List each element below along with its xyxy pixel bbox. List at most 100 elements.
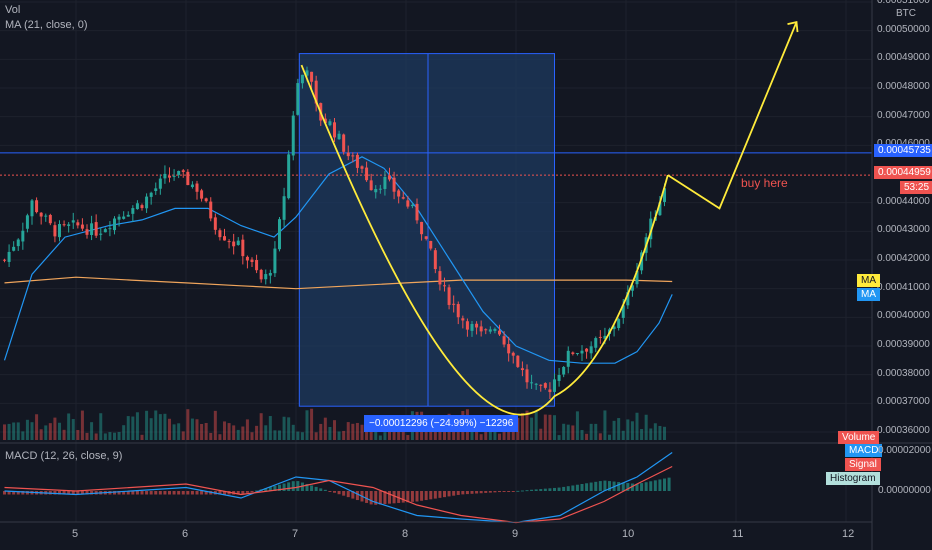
candle-body [424,236,428,239]
price-tick-label: 0.00044000 [877,195,930,207]
candle-body [534,383,538,385]
candle-body [264,274,268,280]
candle-body [108,228,112,230]
measure-range-box[interactable] [298,53,555,407]
candles [3,66,666,399]
candle-body [355,154,359,168]
price-tick-label: 0.00046000 [877,138,930,149]
candle-body [635,270,639,285]
histogram-bar [525,490,529,492]
histogram-bar [580,484,584,491]
histogram-bar [520,490,524,492]
histogram-bar [369,491,373,505]
candle-body [520,368,524,371]
histogram-bar [291,481,295,491]
candle-body [406,200,410,207]
candle-body [268,272,272,276]
volume-bar [406,435,410,440]
histogram-bar [575,484,579,491]
volume-bar [287,417,291,440]
volume-bar [530,417,534,440]
candle-body [213,217,217,230]
volume-bar [108,432,112,440]
volume-bar [12,422,16,440]
candle-body [94,222,98,236]
histogram-bar [351,491,355,499]
cup-curve-drawing[interactable] [300,64,669,416]
histogram-bar [278,484,281,491]
volume-bar [80,410,84,440]
volume-bar [456,425,460,440]
volume-bar [94,433,98,440]
histogram-bar [566,486,570,491]
volume-bar [90,422,94,440]
candle-body [200,190,204,199]
ma-slow-tag: MA [857,274,880,287]
price-tick-label: 0.00038000 [877,367,930,379]
volume-bar [553,415,556,440]
ma-legend[interactable]: MA (21, close, 0) [5,19,88,31]
volume-bar [543,414,547,440]
ma21-line [3,156,673,364]
price-tick-label: 0.00048000 [877,81,930,92]
candle-body [594,338,598,348]
candle-body [488,329,492,332]
volume-bar [355,422,359,440]
volume-bar [273,430,277,440]
candle-body [548,389,552,393]
histogram-bar [7,491,11,495]
candle-body [245,256,249,261]
candle-body [186,171,190,186]
histogram-bar [241,491,245,495]
candle-body [333,122,336,138]
volume-bar [630,421,634,440]
volume-bar [39,429,43,440]
candle-body [511,352,515,356]
volume-bar [255,425,259,440]
histogram-bar [76,491,80,495]
volume-bar [190,418,194,440]
volume-bar [71,419,75,440]
candle-body [502,336,506,345]
histogram-bar [177,491,181,495]
volume-bar [236,429,240,440]
currency-label: BTC [896,8,916,19]
price-tick-label: 0.00040000 [877,310,930,322]
volume-bar [223,421,226,440]
histogram-bar [287,482,291,491]
candle-body [181,170,185,172]
histogram-bar [562,486,566,491]
candle-body [383,176,387,189]
candle-body [410,204,414,207]
volume-bar [305,410,309,440]
projection-path-drawing[interactable] [667,21,798,210]
candle-body [374,188,378,193]
volume-bar [626,419,630,440]
candle-body [223,236,226,241]
histogram-bar [543,488,547,491]
histogram-bar [585,483,589,491]
histogram-bar [323,489,327,491]
candle-body [663,188,666,202]
volume-bar [314,432,318,440]
candle-body [172,175,176,177]
volume-bar [53,417,57,440]
candle-body [287,154,291,199]
histogram-bar [300,482,304,491]
volume-bar [296,431,300,440]
candle-body [580,350,584,354]
histogram-bar [447,491,451,497]
volume-bar [209,432,213,440]
histogram-bar [452,491,456,496]
histogram-bar [653,480,657,491]
volume-bar [562,423,566,440]
candle-body [149,192,153,197]
price-tick-label: 0.00039000 [877,339,930,350]
candle-body [630,285,634,291]
histogram-bar [589,482,593,491]
volume-bar [424,427,428,440]
vol-legend[interactable]: Vol [5,4,21,16]
histogram-bar [644,482,648,491]
macd-legend[interactable]: MACD (12, 26, close, 9) [5,450,123,462]
